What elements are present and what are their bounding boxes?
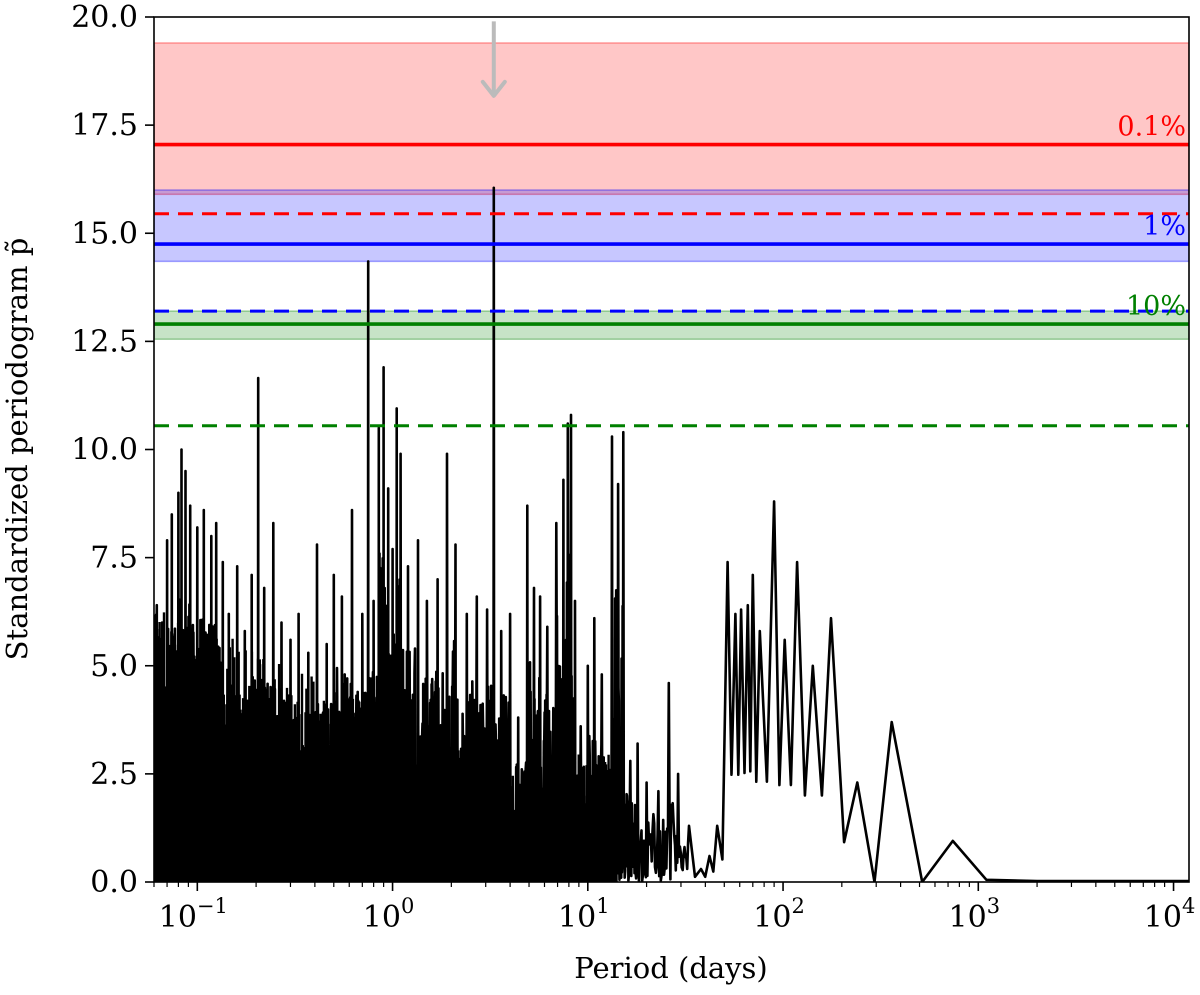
y-tick-label: 7.5 — [90, 541, 138, 576]
x-tick-label: 104 — [1144, 894, 1196, 935]
y-tick-label: 0.0 — [90, 865, 138, 900]
threshold-labels: 0.1% 1% 10% — [1117, 112, 1186, 322]
x-tick-label: 102 — [753, 894, 805, 935]
periodogram-series — [154, 186, 1189, 882]
threshold-label-1: 1% — [1143, 211, 1186, 242]
threshold-lines — [154, 142, 1189, 428]
x-tick-label: 10−1 — [159, 894, 228, 935]
confidence-bands — [154, 42, 1189, 340]
arrow-head — [480, 79, 507, 98]
x-tick-label: 100 — [363, 894, 415, 935]
y-tick-label: 17.5 — [71, 108, 138, 143]
y-tick-label: 2.5 — [90, 757, 138, 792]
confidence-band-1 — [154, 189, 1189, 263]
y-tick-label: 5.0 — [90, 649, 138, 684]
y-axis-title: Standardized periodogram p̃ — [0, 238, 34, 661]
y-tick-label: 20.0 — [71, 0, 138, 35]
down-arrow-marker — [480, 21, 507, 98]
confidence-band-0 — [154, 42, 1189, 196]
y-tick-label: 12.5 — [71, 324, 138, 359]
y-tick-label: 15.0 — [71, 216, 138, 251]
threshold-label-0: 0.1% — [1117, 112, 1186, 143]
x-tick-label: 103 — [949, 894, 1001, 935]
x-axis-title: Period (days) — [574, 951, 768, 985]
y-axis-ticks: 0.0 2.5 5.0 7.5 10.0 12.5 15.0 17.5 20.0 — [71, 0, 154, 900]
x-tick-label: 101 — [558, 894, 610, 935]
y-tick-label: 10.0 — [71, 433, 138, 468]
x-axis-ticks: 10−1 100 101 102 103 104 — [153, 882, 1196, 935]
threshold-label-2: 10% — [1126, 291, 1186, 322]
